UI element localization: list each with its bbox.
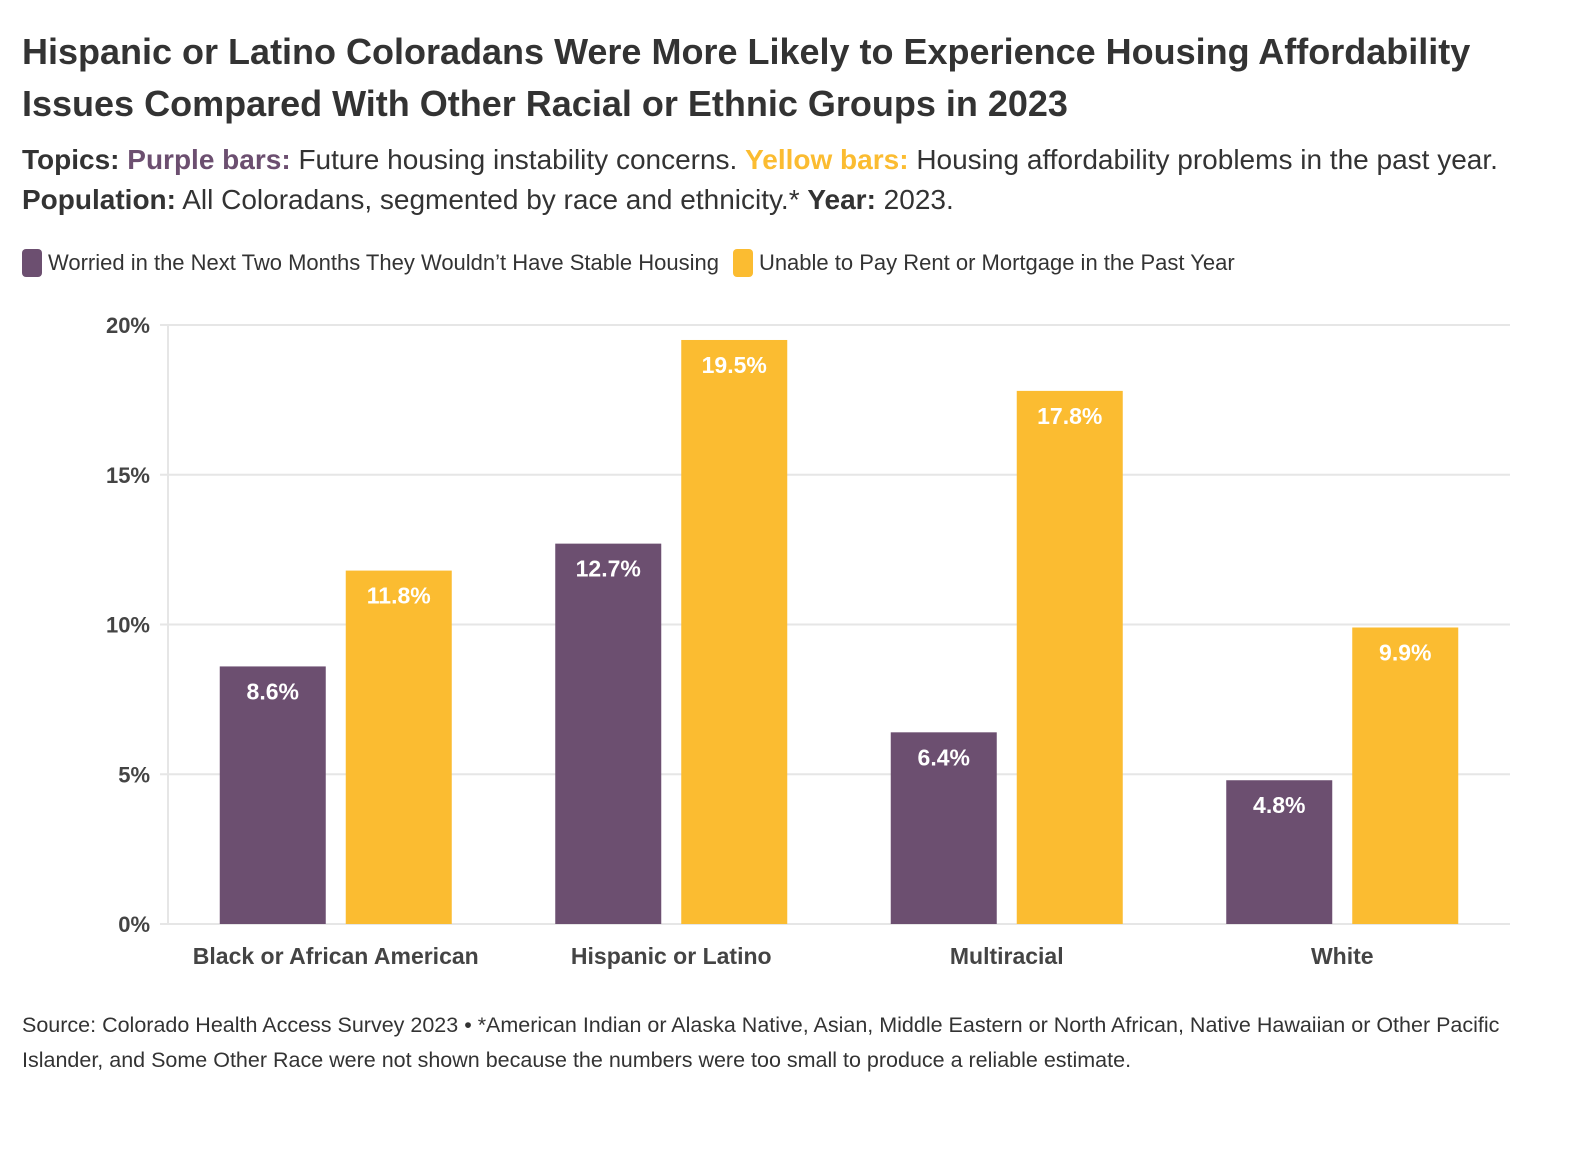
data-label: 11.8%	[367, 583, 431, 609]
year-label: Year:	[807, 184, 876, 215]
legend-item-unable-to-pay[interactable]: Unable to Pay Rent or Mortgage in the Pa…	[732, 249, 1235, 277]
data-label: 6.4%	[918, 744, 970, 770]
yellow-bars-text: Housing affordability problems in the pa…	[916, 144, 1498, 175]
bar	[345, 570, 452, 924]
data-label: 9.9%	[1379, 639, 1431, 665]
yellow-bars-label: Yellow bars:	[745, 144, 909, 175]
chart-subtitle: Topics: Purple bars: Future housing inst…	[22, 140, 1567, 220]
bar	[1226, 780, 1333, 924]
population-text: All Coloradans, segmented by race and et…	[182, 184, 800, 215]
x-tick-label: Hispanic or Latino	[571, 943, 772, 969]
bar	[555, 543, 662, 924]
chart-legend: Worried in the Next Two Months They Woul…	[22, 246, 1249, 280]
y-tick-label: 0%	[118, 912, 150, 937]
y-tick-label: 5%	[118, 762, 150, 787]
y-tick-label: 15%	[106, 463, 150, 488]
x-tick-label: Multiracial	[950, 943, 1064, 969]
y-tick-label: 10%	[106, 613, 150, 638]
year-text: 2023.	[883, 184, 954, 215]
topics-label: Topics:	[22, 144, 120, 175]
x-tick-label: Black or African American	[193, 943, 479, 969]
bar	[219, 666, 326, 924]
source-note: Source: Colorado Health Access Survey 20…	[22, 1013, 1500, 1072]
data-label: 17.8%	[1037, 403, 1102, 429]
purple-bars-text: Future housing instability concerns.	[298, 144, 738, 175]
legend-label-worried: Worried in the Next Two Months They Woul…	[48, 250, 719, 275]
legend-swatch-purple	[22, 249, 42, 277]
data-label: 8.6%	[247, 678, 299, 704]
data-label: 19.5%	[702, 352, 767, 378]
bar	[681, 339, 788, 925]
data-label: 12.7%	[576, 556, 641, 582]
legend-label-unable-to-pay: Unable to Pay Rent or Mortgage in the Pa…	[758, 250, 1235, 275]
legend-swatch-yellow	[732, 249, 753, 277]
purple-bars-label: Purple bars:	[127, 144, 291, 175]
y-tick-label: 20%	[106, 313, 150, 338]
population-label: Population:	[22, 184, 176, 215]
bar	[1016, 390, 1123, 924]
bar-chart: 0% 5% 10% 15% 20% 8.6% 11.8% Black or African A…	[106, 313, 1510, 969]
legend-item-worried[interactable]: Worried in the Next Two Months They Woul…	[22, 249, 719, 277]
data-label: 4.8%	[1253, 792, 1305, 818]
bar	[890, 732, 997, 924]
x-tick-label: White	[1311, 943, 1374, 969]
chart-title: Hispanic or Latino Coloradans Were More …	[22, 31, 1471, 124]
bar	[1352, 627, 1459, 924]
